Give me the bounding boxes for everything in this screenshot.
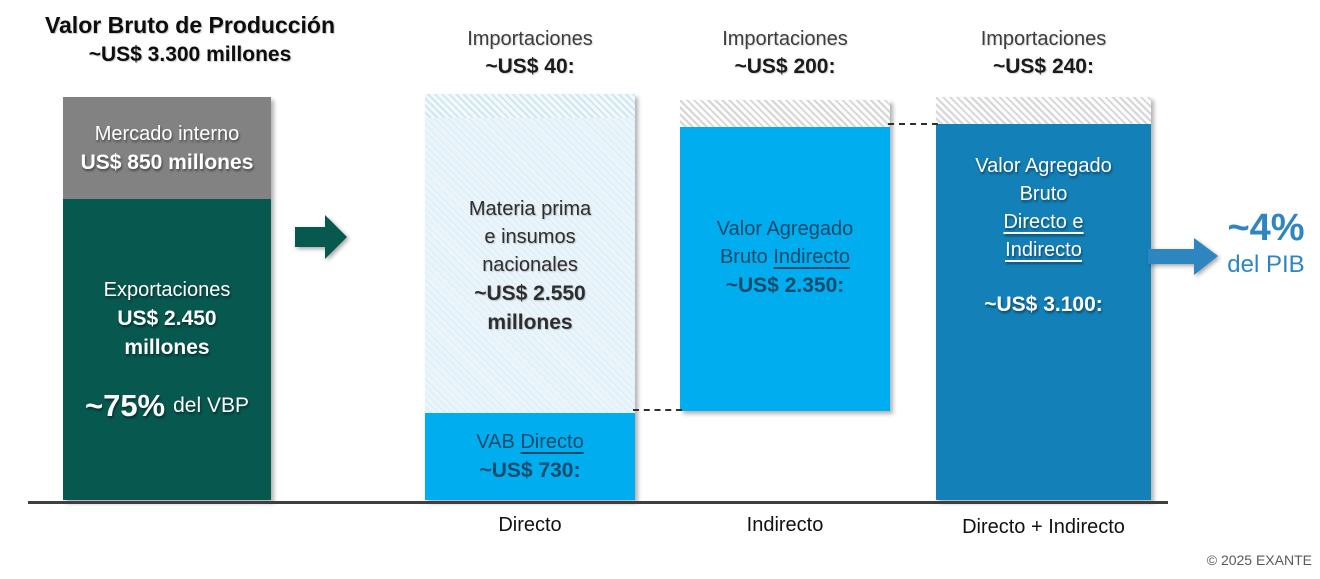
segment-value: US$ 850 millones	[80, 150, 254, 174]
bar-directo: Materia prima e insumos nacionales ~US$ …	[425, 94, 635, 500]
segment-vab-indirecto: Valor Agregado Bruto Indirecto ~US$ 2.35…	[680, 127, 890, 411]
imports-label: Importaciones	[467, 28, 593, 50]
segment-label-line1: Valor Agregado	[975, 155, 1112, 177]
dashed-connector-indirecto-total	[888, 123, 938, 125]
segment-label-line2: Bruto	[1019, 183, 1068, 205]
segment-materia-prima: Materia prima e insumos nacionales ~US$ …	[425, 118, 635, 413]
segment-value-line2: millones	[124, 335, 210, 359]
segment-label-line3: nacionales	[482, 253, 578, 276]
bar-directo-header: Importaciones ~US$ 40:	[425, 26, 635, 81]
segment-value-line2: millones	[487, 310, 573, 334]
segment-importaciones-hatch	[425, 94, 635, 118]
segment-label: Exportaciones	[103, 278, 231, 301]
bruto-prefix: Bruto	[719, 245, 774, 268]
copyright-notice: © 2025 EXANTE	[1206, 552, 1312, 568]
bar-indirecto: Valor Agregado Bruto Indirecto ~US$ 2.35…	[680, 100, 890, 411]
chart-title: Valor Bruto de Producción ~US$ 3.300 mil…	[0, 12, 380, 67]
vab-directo-underlined: Directo	[520, 431, 584, 453]
segment-exportaciones: Exportaciones US$ 2.450 millones ~75% del…	[63, 199, 271, 500]
segment-annotation: ~75% del VBP	[85, 388, 249, 424]
segment-vab-total: Valor Agregado Bruto Directo e Indirecto…	[936, 124, 1151, 500]
right-arrow-icon	[295, 215, 347, 259]
result-percentage: ~4%	[1227, 207, 1305, 249]
bar-directo-indirecto: Valor Agregado Bruto Directo e Indirecto…	[936, 97, 1151, 500]
imports-label: Importaciones	[980, 28, 1107, 50]
segment-vab-directo: VAB Directo ~US$ 730:	[425, 413, 635, 500]
directo-e-underlined: Directo e	[1003, 211, 1084, 233]
vab-prefix: VAB	[476, 431, 521, 453]
segment-label-line2: e insumos	[484, 225, 576, 248]
imports-value: ~US$ 240:	[993, 55, 1094, 78]
result-caption: del PIB	[1227, 251, 1305, 278]
segment-value: ~US$ 3.100:	[984, 293, 1103, 316]
indirecto-underlined: Indirecto	[1005, 239, 1082, 261]
segment-importaciones-hatch	[680, 100, 890, 127]
segment-text-block: Valor Agregado Bruto Indirecto ~US$ 2.35…	[717, 215, 853, 300]
x-axis-line	[28, 501, 1168, 504]
segment-label: Mercado interno	[94, 122, 240, 145]
segment-mercado-interno: Mercado interno US$ 850 millones	[63, 97, 271, 199]
axis-label-directo-indirecto: Directo + Indirecto	[962, 516, 1125, 538]
indirecto-underlined: Indirecto	[773, 245, 851, 268]
result-annotation: ~4% del PIB	[1212, 208, 1320, 280]
segment-label-line1: Valor Agregado	[716, 217, 854, 240]
imports-value: ~US$ 40:	[485, 55, 575, 78]
segment-value-line1: US$ 2.450	[117, 306, 217, 330]
bar-indirecto-header: Importaciones ~US$ 200:	[680, 26, 890, 81]
segment-label-line1: Materia prima	[468, 197, 592, 220]
result-arrow-icon	[1148, 238, 1218, 275]
chart-title-line1: Valor Bruto de Producción	[44, 12, 336, 38]
segment-importaciones-hatch	[936, 97, 1151, 124]
segment-value: ~US$ 730:	[479, 459, 581, 482]
pct-value: ~75%	[84, 387, 166, 423]
pct-suffix: del VBP	[173, 393, 250, 417]
imports-label: Importaciones	[722, 28, 848, 50]
segment-value-line1: ~US$ 2.550	[474, 281, 586, 305]
bar-vbp: Mercado interno US$ 850 millones Exporta…	[63, 97, 271, 500]
segment-value: ~US$ 2.350:	[725, 273, 845, 297]
chart-title-line2: ~US$ 3.300 millones	[88, 43, 292, 66]
axis-label-directo: Directo	[498, 514, 562, 536]
imports-value: ~US$ 200:	[734, 55, 836, 78]
axis-label-indirecto: Indirecto	[746, 514, 824, 536]
bar-total-header: Importaciones ~US$ 240:	[936, 26, 1151, 81]
segment-label-line2: Bruto Indirecto	[717, 243, 853, 271]
dashed-connector-directo-indirecto	[633, 409, 682, 411]
segment-label: VAB Directo	[476, 428, 583, 456]
